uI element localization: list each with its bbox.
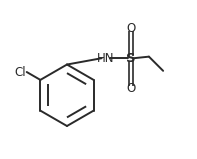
Text: O: O [126,82,135,95]
Text: S: S [126,52,136,65]
Text: Cl: Cl [14,66,26,79]
Text: HN: HN [97,52,114,65]
Text: O: O [126,22,135,35]
